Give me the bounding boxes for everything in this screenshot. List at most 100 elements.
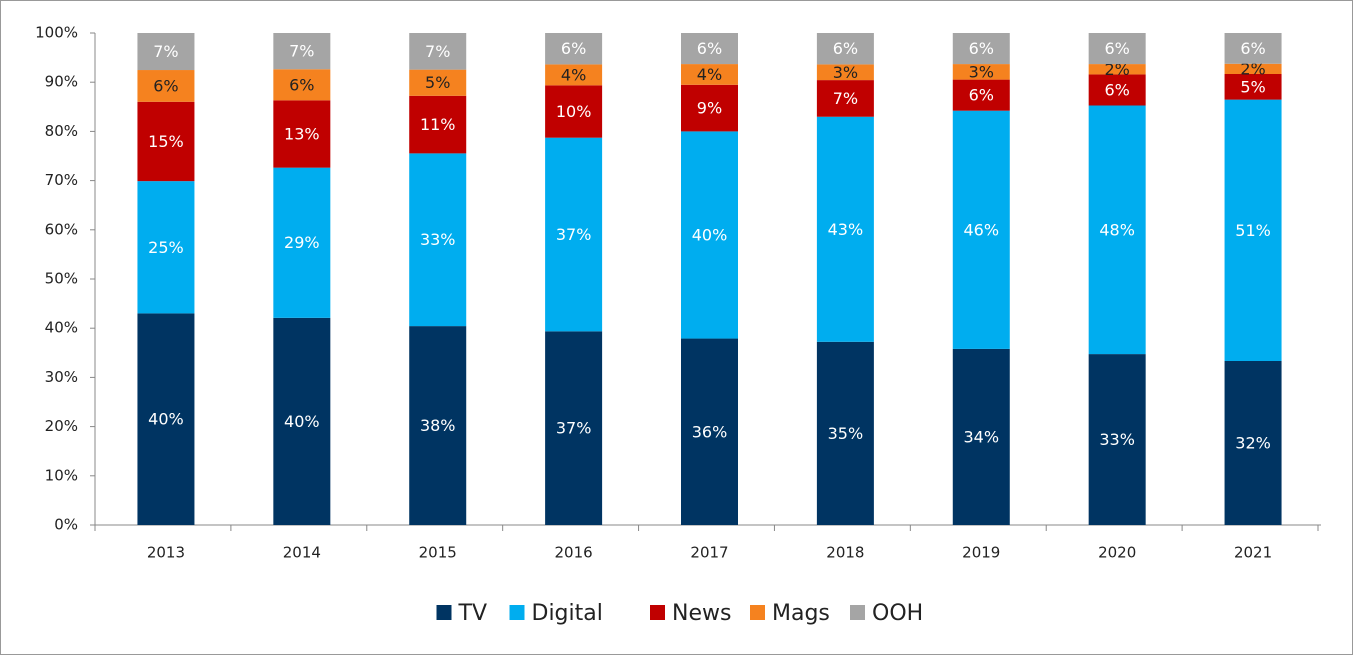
bar-segment <box>137 33 195 71</box>
data-label: 34% <box>963 427 999 446</box>
bar-segment <box>273 33 331 70</box>
data-label: 6% <box>153 76 178 95</box>
bar-segment <box>681 131 738 339</box>
data-label: 48% <box>1099 220 1135 239</box>
bar-segment <box>952 110 1010 349</box>
data-label: 46% <box>963 220 999 239</box>
x-tick-label: 2018 <box>826 544 864 562</box>
data-label: 3% <box>833 63 858 82</box>
bar-segment <box>273 100 331 168</box>
bar-segment <box>816 341 874 525</box>
bar-segment <box>681 84 738 132</box>
bar-segment <box>1224 99 1282 361</box>
y-tick-label: 100% <box>35 24 78 42</box>
legend-label: OOH <box>872 601 923 626</box>
data-label: 35% <box>828 424 864 443</box>
bar-segment <box>545 33 603 65</box>
bar-segment <box>816 33 874 65</box>
data-label: 6% <box>1104 39 1129 58</box>
bar-segment <box>137 313 195 525</box>
data-label: 37% <box>556 225 592 244</box>
bar-segment <box>1088 105 1146 355</box>
bar-segment <box>1088 74 1146 106</box>
data-label: 6% <box>1240 39 1265 58</box>
data-label: 6% <box>561 39 586 58</box>
data-label: 29% <box>284 233 320 252</box>
data-label: 25% <box>148 238 184 257</box>
bar-segment <box>952 33 1010 65</box>
y-tick-label: 60% <box>45 220 78 238</box>
y-tick-label: 40% <box>45 319 78 337</box>
legend-swatch <box>850 605 865 620</box>
bar-segment <box>409 153 467 327</box>
bar-segment <box>1088 33 1146 65</box>
bar-segment <box>681 338 738 525</box>
data-label: 43% <box>828 220 864 239</box>
x-tick-label: 2015 <box>419 544 457 562</box>
bar-segment <box>273 167 331 318</box>
bar-segment <box>952 64 1010 80</box>
bar-segment <box>1088 354 1146 525</box>
x-tick-label: 2020 <box>1098 544 1136 562</box>
legend-swatch <box>650 605 665 620</box>
data-label: 7% <box>425 42 450 61</box>
bar-segment <box>545 331 603 525</box>
y-tick-label: 10% <box>45 466 78 484</box>
y-tick-label: 50% <box>45 270 78 288</box>
data-label: 2% <box>1104 60 1129 79</box>
y-tick-label: 90% <box>45 73 78 91</box>
y-tick-label: 0% <box>54 516 78 534</box>
data-label: 11% <box>420 115 456 134</box>
legend-swatch <box>509 605 525 620</box>
bar-segment <box>409 69 467 96</box>
data-label: 38% <box>420 416 456 435</box>
bar-segment <box>681 64 738 85</box>
x-tick-label: 2021 <box>1234 544 1272 562</box>
legend-swatch <box>436 605 452 620</box>
data-label: 15% <box>148 132 184 151</box>
legend-label: News <box>672 601 731 626</box>
bar-segment <box>545 137 603 332</box>
legend-label: Mags <box>772 601 830 626</box>
data-label: 36% <box>692 422 728 441</box>
bar-segment <box>1224 63 1282 74</box>
data-label: 37% <box>556 419 592 438</box>
y-tick-label: 80% <box>45 122 78 140</box>
bar-segment <box>952 348 1010 525</box>
bar-segment <box>1088 64 1146 75</box>
x-tick-label: 2016 <box>555 544 593 562</box>
data-label: 6% <box>697 39 722 58</box>
data-label: 32% <box>1235 434 1271 453</box>
data-label: 33% <box>420 230 456 249</box>
data-label: 6% <box>289 75 314 94</box>
bar-segment <box>681 33 738 65</box>
data-label: 9% <box>697 99 722 118</box>
x-tick-label: 2013 <box>147 544 185 562</box>
data-label: 4% <box>697 65 722 84</box>
data-label: 40% <box>148 410 184 429</box>
data-label: 6% <box>969 86 994 105</box>
bar-segment <box>816 80 874 117</box>
bar-segment <box>273 317 331 525</box>
y-tick-label: 20% <box>45 417 78 435</box>
bar-segment <box>816 64 874 81</box>
legend-swatch <box>750 605 765 620</box>
data-label: 40% <box>284 412 320 431</box>
data-label: 2% <box>1240 59 1265 78</box>
bar-segment <box>1224 33 1282 64</box>
bar-segment <box>545 64 603 86</box>
legend-label: Digital <box>532 601 603 626</box>
bar-segment <box>409 326 467 525</box>
data-label: 5% <box>425 73 450 92</box>
data-label: 13% <box>284 124 320 143</box>
data-label: 7% <box>833 89 858 108</box>
x-tick-label: 2019 <box>962 544 1000 562</box>
bar-segment <box>137 70 195 102</box>
data-label: 40% <box>692 225 728 244</box>
bar-segment <box>137 101 195 182</box>
bar-segment <box>1224 74 1282 100</box>
x-tick-label: 2014 <box>283 544 321 562</box>
data-label: 10% <box>556 102 592 121</box>
